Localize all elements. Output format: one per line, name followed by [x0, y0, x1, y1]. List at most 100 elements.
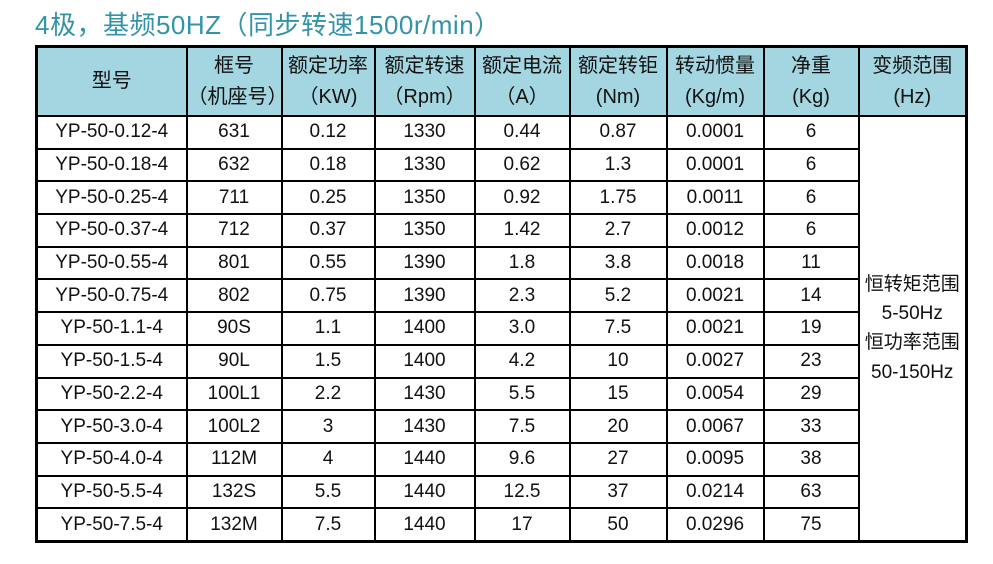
cell: 5.5: [473, 376, 571, 412]
cell: 1.42: [473, 213, 571, 248]
cell: 15: [568, 376, 668, 412]
cell: 0.25: [280, 180, 376, 216]
cell: 112M: [185, 441, 283, 477]
col-header-rated-torque: 额定转钜 (Nm): [568, 45, 668, 117]
frequency-range-line: 恒功率范围: [864, 332, 960, 354]
table-row: YP-50-3.0-4 100L2 3 1430 7.5 20 0.0067 33: [35, 409, 967, 444]
cell: 1440: [373, 507, 476, 543]
cell: YP-50-3.0-4: [35, 409, 188, 444]
cell: 5.2: [568, 278, 668, 314]
table-row: YP-50-0.25-4 711 0.25 1350 0.92 1.75 0.0011 6: [35, 180, 967, 216]
cell: 1400: [373, 343, 476, 379]
cell: 63: [762, 474, 860, 510]
cell: 5.5: [280, 474, 376, 510]
frequency-range-line: 恒转矩范围: [864, 273, 960, 295]
col-title: 框号: [214, 54, 254, 77]
cell: 33: [762, 409, 860, 444]
cell: 1330: [373, 115, 476, 150]
cell: 4: [280, 441, 376, 477]
table-row: YP-50-1.1-4 90S 1.1 1400 3.0 7.5 0.0021 19: [35, 311, 967, 346]
cell: 1430: [373, 409, 476, 444]
cell: 6: [762, 147, 860, 183]
cell: 1.3: [568, 147, 668, 183]
table-row: YP-50-5.5-4 132S 5.5 1440 12.5 37 0.0214 63: [35, 474, 967, 510]
cell: YP-50-0.37-4: [35, 213, 188, 248]
cell: 0.0095: [665, 441, 765, 477]
cell: 1390: [373, 278, 476, 314]
col-title: 额定电流: [482, 54, 562, 77]
cell: 7.5: [568, 311, 668, 346]
cell: 17: [473, 507, 571, 543]
cell: 0.0018: [665, 245, 765, 281]
cell: 0.75: [280, 278, 376, 314]
cell: YP-50-0.55-4: [35, 245, 188, 281]
cell: 0.18: [280, 147, 376, 183]
col-title: 额定功率: [288, 54, 368, 77]
cell: 712: [185, 213, 283, 248]
cell: 2.7: [568, 213, 668, 248]
cell: 802: [185, 278, 283, 314]
cell: 20: [568, 409, 668, 444]
cell: 1400: [373, 311, 476, 346]
frequency-range-line: 5-50Hz: [881, 303, 943, 325]
cell: 0.87: [568, 115, 668, 150]
cell: 1350: [373, 213, 476, 248]
cell: 801: [185, 245, 283, 281]
col-header-frame: 框号 （机座号）: [185, 45, 283, 117]
cell: 50: [568, 507, 668, 543]
cell: 90L: [185, 343, 283, 379]
cell: 132M: [185, 507, 283, 543]
col-title: 额定转速: [384, 54, 465, 77]
col-unit: （KW): [298, 85, 358, 108]
col-title: 净重: [791, 54, 831, 77]
cell: 37: [568, 474, 668, 510]
cell: 11: [762, 245, 860, 281]
cell: 0.44: [473, 115, 571, 150]
cell: 0.0214: [665, 474, 765, 510]
cell: 0.55: [280, 245, 376, 281]
col-title: 型号: [91, 70, 132, 92]
cell: 90S: [185, 311, 283, 346]
cell: 1.5: [280, 343, 376, 379]
cell: 0.0011: [665, 180, 765, 216]
col-unit: (Kg): [792, 85, 830, 108]
cell: 12.5: [473, 474, 571, 510]
col-title: 变频范围: [872, 54, 953, 77]
col-header-rated-power: 额定功率 （KW): [280, 45, 376, 117]
table-row: YP-50-2.2-4 100L1 2.2 1430 5.5 15 0.0054 29: [35, 376, 967, 412]
col-unit: (Kg/m): [685, 85, 745, 108]
col-header-inertia: 转动惯量 (Kg/m): [665, 45, 765, 117]
col-unit: (Hz): [893, 85, 932, 108]
cell: 0.0021: [665, 278, 765, 314]
cell: YP-50-5.5-4: [35, 474, 188, 510]
table-row: YP-50-0.55-4 801 0.55 1390 1.8 3.8 0.0018 11: [35, 245, 967, 281]
cell: 1440: [373, 441, 476, 477]
col-header-frequency-range: 变频范围 (Hz): [857, 45, 968, 117]
col-header-net-weight: 净重 (Kg): [762, 45, 860, 117]
table-body: YP-50-0.12-4 631 0.12 1330 0.44 0.87 0.0001 6 恒转…: [35, 114, 968, 543]
cell: 1430: [373, 376, 476, 412]
frequency-range-line: 50-150Hz: [871, 361, 954, 383]
cell: 0.0296: [665, 507, 765, 543]
cell: YP-50-1.1-4: [35, 311, 188, 346]
cell: 19: [762, 311, 860, 346]
cell: 7.5: [280, 507, 376, 543]
table-row: YP-50-0.18-4 632 0.18 1330 0.62 1.3 0.0001 6: [35, 147, 967, 183]
frequency-range-cell: 恒转矩范围 5-50Hz 恒功率范围 50-150Hz: [857, 114, 968, 543]
cell: 0.0001: [665, 147, 765, 183]
table-row: YP-50-4.0-4 112M 4 1440 9.6 27 0.0095 38: [35, 441, 967, 477]
cell: 132S: [185, 474, 283, 510]
col-unit: （Rpm）: [383, 85, 466, 108]
cell: 6: [762, 115, 860, 150]
col-header-rated-speed: 额定转速 （Rpm）: [373, 45, 476, 117]
cell: 0.37: [280, 213, 376, 248]
cell: 1390: [373, 245, 476, 281]
cell: 631: [185, 115, 283, 150]
cell: 4.2: [473, 343, 571, 379]
table-row: YP-50-0.12-4 631 0.12 1330 0.44 0.87 0.0001 6 恒转…: [35, 114, 968, 543]
cell: 75: [762, 507, 860, 543]
cell: 0.12: [280, 115, 376, 150]
cell: 6: [762, 180, 860, 216]
cell: 29: [762, 376, 860, 412]
cell: 0.0001: [665, 115, 765, 150]
